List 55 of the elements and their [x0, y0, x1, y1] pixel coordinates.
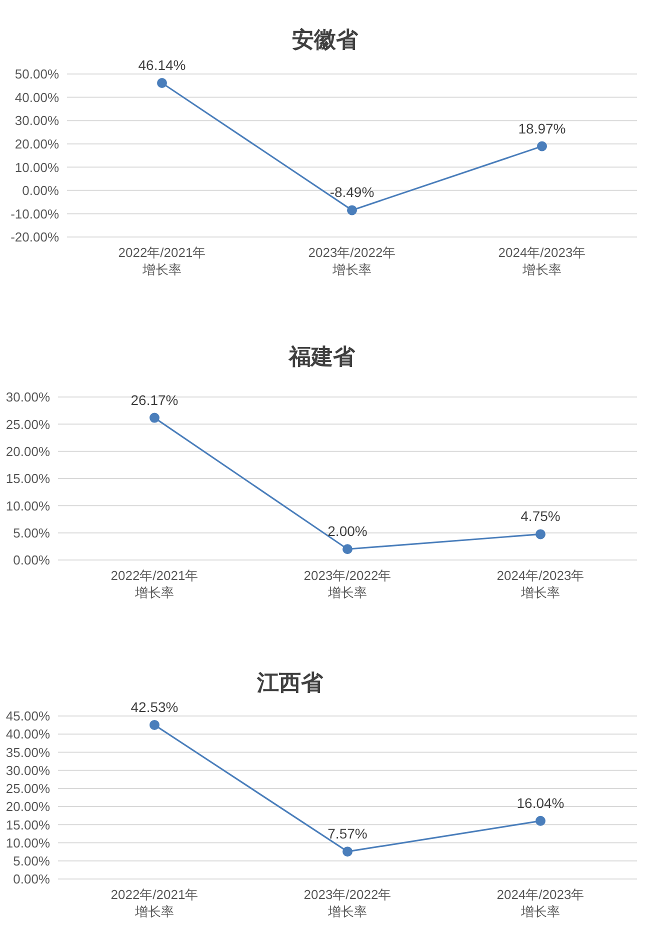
y-tick-label: 0.00% [13, 872, 50, 887]
y-tick-label: 50.00% [14, 66, 60, 82]
x-tick-label: 2022年/2021年增长率 [110, 568, 198, 600]
y-tick-label: 45.00% [6, 708, 50, 724]
data-label: 2.00% [328, 523, 368, 540]
chart-title: 福建省 [287, 343, 356, 371]
data-label: 26.17% [130, 392, 178, 408]
x-tick-label: 2024年/2023年增长率 [496, 887, 584, 919]
y-tick-label: 0.00% [22, 183, 60, 198]
y-tick-label: 15.00% [6, 817, 50, 832]
y-tick-label: 25.00% [6, 781, 50, 796]
y-tick-label: 20.00% [14, 136, 60, 152]
y-tick-label: 20.00% [6, 444, 50, 459]
point [536, 816, 546, 826]
y-tick-label: 20.00% [6, 799, 50, 814]
x-tick-label: 2022年/2021年增长率 [118, 245, 206, 277]
y-tick-label: 40.00% [6, 726, 50, 742]
data-label: 7.57% [328, 826, 368, 842]
data-label: 46.14% [138, 56, 186, 73]
y-tick-label: 30.00% [6, 762, 50, 778]
y-tick-label: 10.00% [6, 835, 50, 850]
point [537, 141, 547, 152]
y-tick-label: -10.00% [10, 206, 60, 222]
y-tick-label: 30.00% [14, 113, 60, 128]
y-tick-label: 35.00% [6, 744, 50, 760]
data-label: 4.75% [520, 508, 560, 524]
y-tick-label: 15.00% [6, 471, 50, 486]
x-tick-label: 2024年/2023年增长率 [498, 245, 586, 277]
x-tick-label: 2022年/2021年增长率 [110, 887, 198, 919]
y-tick-label: 10.00% [14, 160, 60, 175]
point [536, 529, 546, 540]
point [157, 78, 167, 88]
y-tick-label: 5.00% [13, 854, 50, 869]
x-tick-label: 2023年/2022年增长率 [304, 568, 392, 600]
data-label: -8.49% [330, 184, 374, 200]
point [150, 412, 160, 423]
point [150, 720, 160, 730]
x-tick-label: 2024年/2023年增长率 [496, 568, 584, 600]
data-label: 18.97% [518, 120, 566, 136]
y-tick-label: 0.00% [13, 552, 50, 568]
point [347, 205, 357, 216]
y-tick-label: 40.00% [14, 90, 60, 105]
y-tick-label: -20.00% [10, 230, 60, 245]
y-tick-label: 5.00% [13, 525, 50, 540]
y-tick-label: 25.00% [6, 416, 50, 432]
data-label: 42.53% [130, 698, 178, 715]
point [342, 544, 352, 554]
y-tick-label: 30.00% [6, 390, 50, 405]
chart-title: 江西省 [256, 669, 324, 697]
point [342, 846, 352, 857]
data-label: 16.04% [516, 794, 564, 811]
x-tick-label: 2023年/2022年增长率 [304, 887, 392, 919]
chart-title: 安徽省 [291, 26, 360, 54]
y-tick-label: 10.00% [6, 498, 50, 514]
x-tick-label: 2023年/2022年增长率 [308, 245, 396, 277]
